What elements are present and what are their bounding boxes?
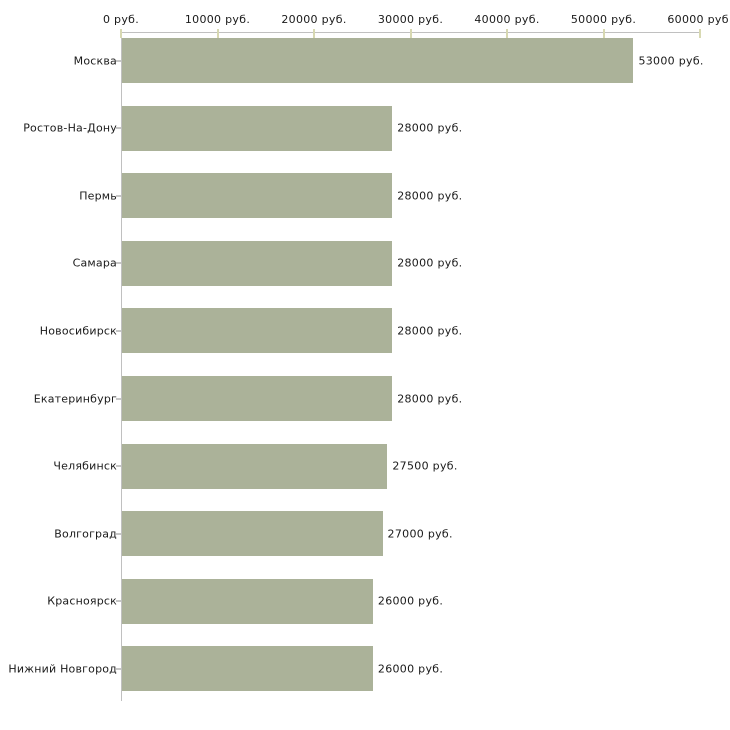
category-label: Пермь: [79, 189, 117, 203]
category-label: Екатеринбург: [33, 392, 117, 405]
x-axis-tick-label: 0 руб.: [102, 13, 140, 26]
category-label: Самара: [72, 256, 117, 270]
x-axis-tick: [506, 29, 508, 38]
value-label: 27500 руб.: [392, 459, 458, 473]
bar: [122, 308, 393, 354]
value-label: 53000 руб.: [638, 54, 704, 67]
bar: [122, 511, 383, 557]
bar: [122, 578, 373, 624]
x-axis-tick-label: 50000 руб.: [570, 13, 637, 26]
bar: [122, 376, 393, 421]
bar: [122, 646, 373, 692]
x-axis-tick-label: 40000 руб.: [474, 13, 540, 26]
value-label: 26000 руб.: [377, 662, 444, 676]
x-axis-tick-label: 30000 руб.: [377, 13, 444, 26]
category-label: Москва: [73, 54, 117, 67]
category-label: Новосибирск: [39, 324, 117, 338]
value-label: 28000 руб.: [397, 189, 463, 203]
x-axis-tick: [699, 29, 701, 38]
category-tick: [116, 59, 121, 62]
x-axis-tick: [120, 29, 122, 38]
category-tick: [116, 194, 121, 197]
y-axis-line: [121, 32, 122, 701]
category-tick: [116, 667, 121, 670]
x-axis-tick-label: 10000 руб.: [184, 13, 251, 26]
bar: [122, 443, 388, 489]
bar: [122, 105, 393, 151]
category-tick: [116, 465, 121, 468]
category-tick: [116, 532, 121, 535]
category-tick: [116, 600, 121, 603]
value-label: 28000 руб.: [397, 392, 463, 405]
category-label: Ростов-На-Дону: [23, 121, 117, 135]
value-label: 28000 руб.: [397, 256, 463, 270]
bar: [122, 38, 634, 83]
category-tick: [116, 127, 121, 130]
category-tick: [116, 397, 121, 400]
x-axis-tick-label: 20000 руб.: [281, 13, 347, 26]
value-label: 26000 руб.: [377, 594, 444, 608]
category-label: Нижний Новгород: [8, 662, 117, 676]
bar: [122, 240, 393, 286]
x-axis-tick: [313, 29, 315, 38]
category-tick: [116, 262, 121, 265]
category-label: Красноярск: [47, 594, 117, 608]
category-label: Челябинск: [53, 459, 117, 473]
x-axis-tick: [216, 29, 219, 38]
value-label: 27000 руб.: [387, 527, 453, 541]
x-axis-tick-label: 60000 руб.: [667, 13, 730, 26]
category-label: Волгоград: [54, 527, 117, 541]
value-label: 28000 руб.: [397, 121, 463, 135]
value-label: 28000 руб.: [397, 324, 463, 338]
x-axis-tick: [409, 29, 412, 38]
x-axis-tick: [602, 29, 605, 38]
bar: [122, 173, 393, 219]
category-tick: [116, 329, 121, 332]
